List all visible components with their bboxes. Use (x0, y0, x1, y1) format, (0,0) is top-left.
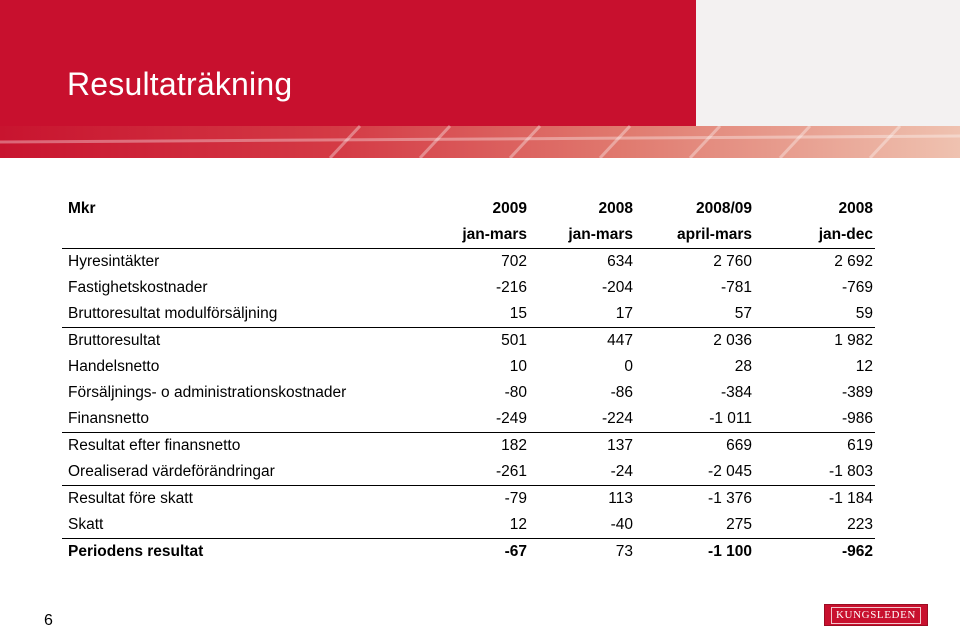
row-value: -986 (752, 406, 875, 433)
page-number: 6 (44, 612, 53, 629)
row-label: Hyresintäkter (68, 253, 160, 270)
header-cell-period: jan-mars (527, 222, 633, 249)
header-cell-period: jan-dec (752, 222, 875, 249)
row-value: 0 (624, 358, 633, 375)
table-row: Orealiserad värdeförändringar -261 -24 -2 0… (62, 459, 875, 486)
row-value: 447 (607, 332, 633, 349)
row-value: 10 (509, 358, 527, 375)
row-value: -79 (504, 490, 527, 507)
table-row: Hyresintäkter 702 634 2 760 2 692 (62, 249, 875, 276)
row-value: -261 (453, 459, 527, 486)
table-row: Finansnetto -249 -224 -1 011 -986 (62, 406, 875, 433)
table-row: Resultat efter finansnetto 182 137 669 619 (62, 433, 875, 460)
table-row: Fastighetskostnader -216 -204 -781 -769 (62, 275, 875, 301)
row-value: 702 (501, 253, 527, 270)
row-value: 2 036 (713, 332, 752, 349)
row-value: -86 (610, 384, 633, 401)
row-value: -224 (527, 406, 633, 433)
row-value: -204 (601, 279, 633, 296)
table-row: Bruttoresultat 501 447 2 036 1 982 (62, 328, 875, 355)
row-value: -249 (453, 406, 527, 433)
row-value: 57 (633, 301, 752, 328)
row-value: 501 (501, 332, 527, 349)
table-row: Skatt 12 -40 275 223 (62, 512, 875, 539)
header-cell-period: jan-mars (453, 222, 527, 249)
header-cell-period: april-mars (633, 222, 752, 249)
row-value: 12 (855, 358, 873, 375)
row-value: -781 (720, 279, 752, 296)
row-value: 17 (527, 301, 633, 328)
table-header-row-years: Mkr 2009 2008 2008/09 2008 (62, 196, 875, 222)
header-cell-mkr: Mkr (68, 200, 96, 217)
banner-decoration (0, 124, 960, 158)
row-value: -1 011 (633, 406, 752, 433)
row-label: Handelsnetto (68, 358, 160, 375)
header-cell-year: 2008 (598, 200, 633, 217)
row-label: Försäljnings- o administrationskostnader (68, 384, 347, 401)
row-value: 1 982 (834, 332, 873, 349)
row-label: Bruttoresultat (68, 332, 161, 349)
row-value: 59 (752, 301, 875, 328)
row-value: 182 (501, 437, 527, 454)
row-value: -1 100 (708, 543, 752, 560)
row-label: Orealiserad värdeförändringar (62, 459, 453, 486)
row-value: 619 (847, 437, 873, 454)
row-value: 113 (608, 490, 633, 507)
row-label: Finansnetto (62, 406, 453, 433)
row-value: -389 (841, 384, 873, 401)
slide-title: Resultaträkning (67, 66, 293, 102)
row-value: -216 (495, 279, 527, 296)
row-value: 137 (607, 437, 633, 454)
row-value: -769 (841, 279, 873, 296)
table-row: Resultat före skatt -79 113 -1 376 -1 184 (62, 486, 875, 513)
row-value: -1 803 (752, 459, 875, 486)
row-value: 2 760 (713, 253, 752, 270)
row-value: -384 (720, 384, 752, 401)
banner-gradient-strip (0, 126, 960, 158)
row-value: 275 (633, 512, 752, 539)
row-value: 28 (734, 358, 752, 375)
table-row: Försäljnings- o administrationskostnader… (62, 380, 875, 406)
row-value: -80 (504, 384, 527, 401)
row-value: 15 (453, 301, 527, 328)
income-statement-table: Mkr 2009 2008 2008/09 2008 jan-mars jan-… (62, 196, 875, 565)
row-value: -962 (841, 543, 873, 560)
row-label: Periodens resultat (68, 543, 204, 560)
row-value: -40 (527, 512, 633, 539)
row-label: Resultat efter finansnetto (68, 437, 241, 454)
row-value: -24 (527, 459, 633, 486)
row-value: -67 (504, 543, 527, 560)
kungsleden-logo: KUNGSLEDEN (824, 604, 928, 626)
table-row: Periodens resultat -67 73 -1 100 -962 (62, 539, 875, 566)
table-row: Bruttoresultat modulförsäljning 15 17 57 59 (62, 301, 875, 328)
banner-red-panel (0, 0, 696, 126)
header-cell-empty (62, 222, 453, 249)
row-value: 12 (453, 512, 527, 539)
header-banner: Resultaträkning (0, 0, 960, 158)
row-value: 669 (726, 437, 752, 454)
row-value: -2 045 (633, 459, 752, 486)
header-cell-year: 2008/09 (695, 200, 752, 217)
row-value: 223 (752, 512, 875, 539)
header-cell-year: 2009 (492, 200, 527, 217)
row-label: Resultat före skatt (68, 490, 193, 507)
row-value: -1 376 (708, 490, 752, 507)
banner-pale-panel (696, 0, 960, 126)
table-header-row-periods: jan-mars jan-mars april-mars jan-dec (62, 222, 875, 249)
row-label: Fastighetskostnader (68, 279, 208, 296)
header-cell-year: 2008 (838, 200, 873, 217)
row-value: -1 184 (829, 490, 873, 507)
row-label: Skatt (62, 512, 453, 539)
row-label: Bruttoresultat modulförsäljning (62, 301, 453, 328)
table-row: Handelsnetto 10 0 28 12 (62, 354, 875, 380)
logo-text: KUNGSLEDEN (831, 606, 921, 624)
row-value: 2 692 (834, 253, 873, 270)
row-value: 73 (615, 543, 633, 560)
row-value: 634 (607, 253, 633, 270)
